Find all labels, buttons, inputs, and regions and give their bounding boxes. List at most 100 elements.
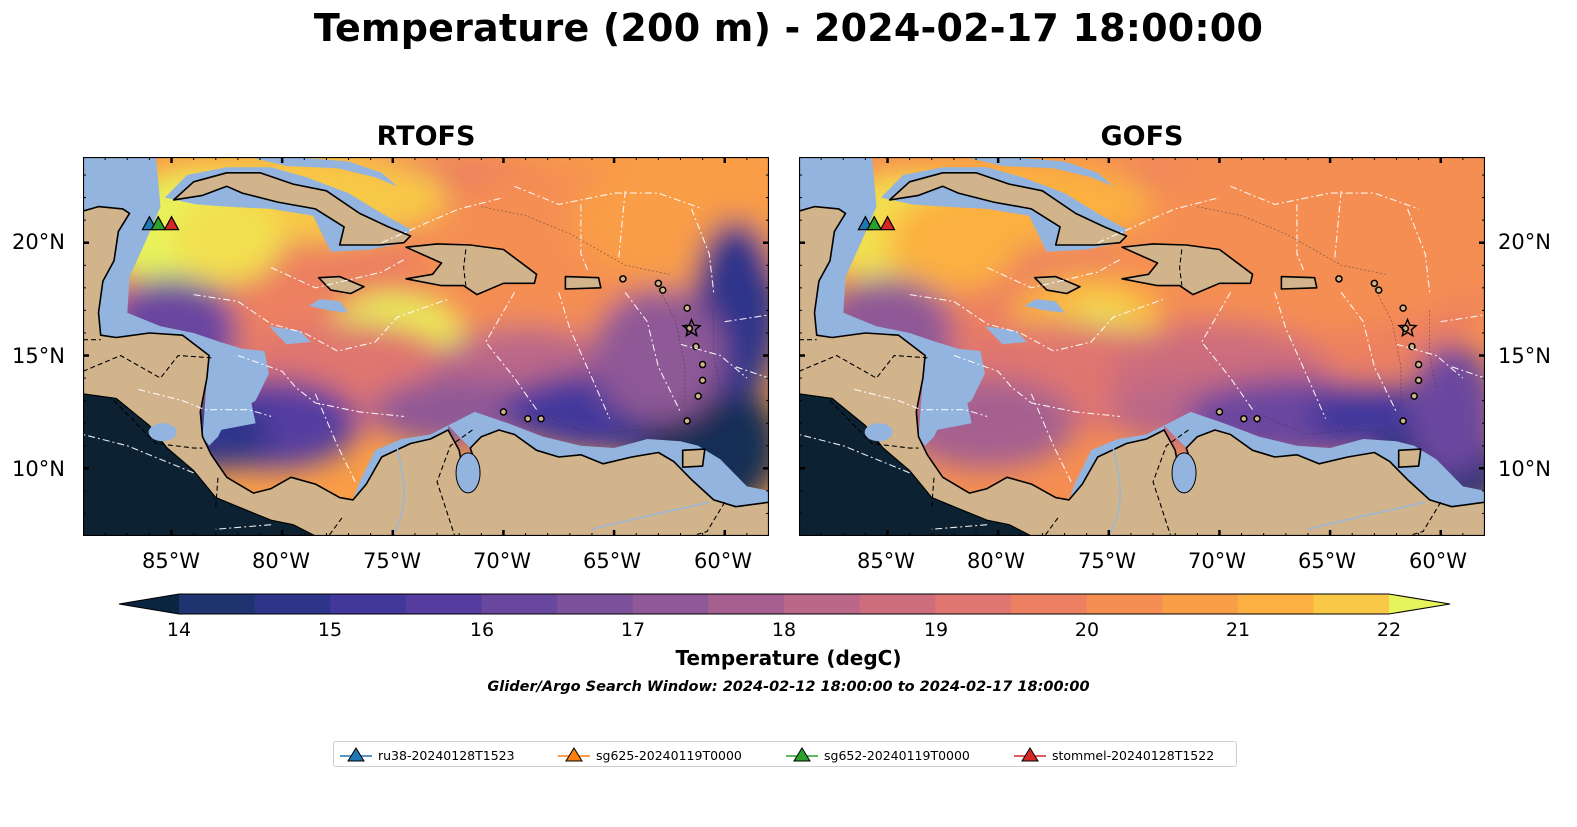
lon-label-right-70w: 70°W xyxy=(1188,549,1246,573)
panel-title-rtofs: RTOFS xyxy=(376,121,476,152)
island xyxy=(654,279,663,288)
lat-label-left-10n: 10°N xyxy=(12,457,65,481)
lat-label-right-15n: 15°N xyxy=(1498,344,1551,368)
eez-boundary xyxy=(215,524,272,530)
colorbar-bin xyxy=(481,594,558,614)
continental-shelf xyxy=(1069,425,1165,500)
orinoco-river xyxy=(591,501,710,530)
colorbar-bin xyxy=(859,594,936,614)
trinidad xyxy=(681,448,706,468)
eez-boundary xyxy=(1407,208,1431,293)
map-panel-gofs xyxy=(799,157,1485,536)
eez-boundary xyxy=(514,185,703,210)
legend-item-sg652: sg652-20240119T0000 xyxy=(786,742,970,768)
lon-label-right-75w: 75°W xyxy=(1078,549,1136,573)
eez-boundary xyxy=(909,294,1165,352)
eez-boundary xyxy=(624,292,681,413)
island xyxy=(683,304,691,312)
puerto-rico xyxy=(1280,275,1318,290)
island xyxy=(499,408,508,416)
country-border xyxy=(931,477,935,507)
country-border xyxy=(1044,517,1059,536)
legend-label-sg652: sg652-20240119T0000 xyxy=(824,747,970,763)
colorbar-bin xyxy=(179,594,256,614)
continental-shelf xyxy=(1024,299,1065,313)
cuba xyxy=(172,172,412,246)
continental-shelf xyxy=(268,326,311,345)
lon-label-right-65w: 65°W xyxy=(1298,549,1356,573)
eez-boundary xyxy=(931,524,988,530)
lon-label-right-60w: 60°W xyxy=(1409,549,1467,573)
eez-boundary xyxy=(83,433,194,474)
lat-label-right-10n: 10°N xyxy=(1498,457,1551,481)
continental-shelf xyxy=(448,411,769,507)
island xyxy=(698,376,707,385)
eez-boundary xyxy=(799,433,910,474)
colorbar-tick-18: 18 xyxy=(771,619,797,641)
triangle-marker-icon xyxy=(340,747,372,762)
colorbar-tick-21: 21 xyxy=(1225,619,1251,641)
colorbar-tick-15: 15 xyxy=(317,619,343,641)
continental-shelf xyxy=(984,326,1027,345)
map-panel-rtofs xyxy=(83,157,769,536)
legend-item-stommel: stommel-20240128T1522 xyxy=(1014,742,1214,768)
colorbar-tick-16: 16 xyxy=(469,619,495,641)
lake-maracaibo xyxy=(455,452,481,494)
lon-label-left-70w: 70°W xyxy=(473,549,531,573)
lake-nicaragua xyxy=(864,423,893,442)
island xyxy=(1399,304,1407,312)
island xyxy=(619,275,627,283)
lon-label-left-60w: 60°W xyxy=(694,549,752,573)
island xyxy=(1408,342,1416,351)
pacific-coast xyxy=(83,393,316,536)
eez-boundary xyxy=(1333,190,1342,261)
bathymetry-contour xyxy=(1197,206,1386,275)
eez-boundary xyxy=(237,355,404,417)
bathymetry-contour xyxy=(1374,287,1402,406)
glider-marker-icon xyxy=(866,215,883,231)
figure-title: Temperature (200 m) - 2024-02-17 18:00:0… xyxy=(313,6,1264,50)
continental-shelf xyxy=(249,157,398,187)
lon-label-right-80w: 80°W xyxy=(967,549,1025,573)
eez-boundary xyxy=(1201,292,1254,410)
country-border xyxy=(691,501,726,536)
bathymetry-contour xyxy=(1429,310,1437,390)
orinoco-river xyxy=(1307,501,1426,530)
colorbar-tick-19: 19 xyxy=(923,619,949,641)
island xyxy=(1335,275,1343,283)
colorbar-bin xyxy=(330,594,407,614)
bathymetry-contour xyxy=(481,206,670,275)
colorbar-bin xyxy=(708,594,785,614)
magdalena-river xyxy=(392,447,405,536)
colorbar-tick-17: 17 xyxy=(620,619,646,641)
colorbar-bin xyxy=(1010,594,1088,614)
eez-boundary xyxy=(854,388,988,417)
colorbar-bin xyxy=(1162,594,1239,614)
eez-boundary xyxy=(485,292,538,410)
lat-label-right-20n: 20°N xyxy=(1498,230,1551,254)
country-border xyxy=(1179,249,1183,286)
eez-boundary xyxy=(1340,292,1397,413)
bathymetry-contour xyxy=(658,287,686,406)
jamaica xyxy=(317,275,365,295)
legend-label-sg625: sg625-20240119T0000 xyxy=(596,747,742,763)
hispaniola xyxy=(405,243,538,296)
eez-boundary xyxy=(138,388,272,417)
eez-boundary xyxy=(1296,204,1305,271)
island xyxy=(1410,392,1418,400)
hispaniola xyxy=(1121,243,1254,296)
continental-shelf xyxy=(965,157,1114,187)
argo-star-icon xyxy=(1397,317,1418,338)
colorbar xyxy=(118,593,1451,615)
continental-shelf xyxy=(206,391,256,430)
panel-title-gofs: GOFS xyxy=(1100,121,1184,152)
bathymetry-contour xyxy=(713,310,721,390)
continental-shelf xyxy=(799,157,985,446)
colorbar-bin xyxy=(1086,594,1163,614)
map-frame xyxy=(83,157,769,536)
continental-shelf xyxy=(353,425,449,500)
legend: ru38-20240128T1523 sg625-20240119T0000 s… xyxy=(333,741,1237,767)
country-border xyxy=(1407,501,1442,536)
eez-boundary xyxy=(953,355,1120,417)
eez-boundary xyxy=(1451,366,1485,379)
